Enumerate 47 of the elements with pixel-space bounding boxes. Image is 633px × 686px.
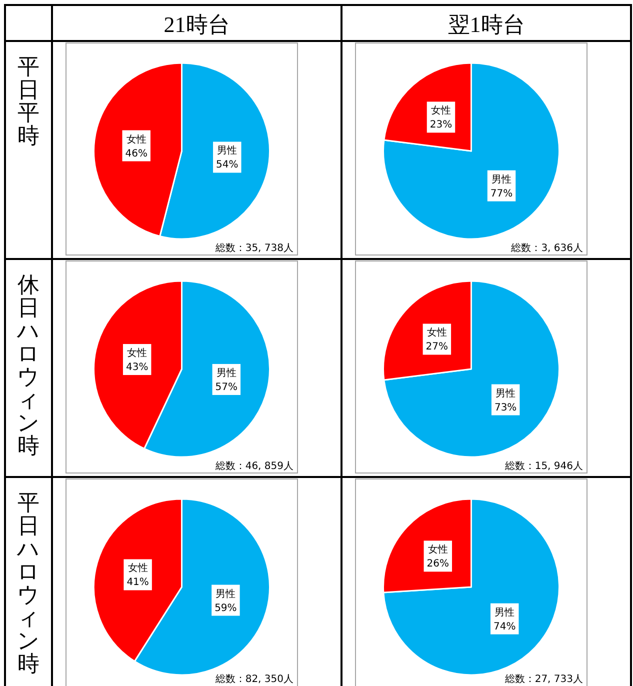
data-label: 男性 54% — [213, 142, 242, 173]
data-label: 男性 77% — [487, 170, 516, 202]
slice-label: 女性 — [428, 544, 448, 556]
data-label: 女性 26% — [424, 540, 452, 572]
slice-label: 男性 — [216, 588, 236, 600]
slice-label: 女性 — [127, 347, 148, 360]
chart-title: 21時台 — [164, 12, 230, 37]
data-label: 73% — [494, 402, 517, 414]
text: 総数：35, 738人 — [214, 242, 294, 254]
data-label: 女性 41% — [124, 559, 152, 590]
data-label: 23% — [430, 120, 452, 131]
data-label: 46% — [125, 148, 148, 160]
data-label: 男性 73% — [491, 384, 520, 416]
data-label: 女性 46% — [122, 130, 150, 162]
text: 総数：27, 733人 — [504, 673, 583, 685]
slice-label: 女性 — [426, 326, 447, 339]
data-label: 女性 23% — [426, 102, 456, 133]
data-label: 男性 74% — [490, 603, 519, 634]
slice-label: 男性 — [494, 606, 515, 618]
text: 総数：82, 350人 — [214, 673, 294, 685]
slice-label: 女性 — [430, 104, 451, 117]
data-label: 59% — [214, 602, 237, 614]
slice-label: 男性 — [492, 173, 512, 186]
data-label: 77% — [490, 188, 513, 200]
slice-label: 男性 — [216, 366, 236, 379]
slice-label: 男性 — [217, 144, 238, 157]
text: 平日ハロウィン時 — [16, 490, 40, 676]
slice-label: 男性 — [496, 387, 516, 400]
text: 平日平時 — [18, 54, 40, 148]
text: 総数：3, 636人 — [510, 242, 583, 254]
data-label: 41% — [126, 577, 149, 588]
slice-label: 女性 — [128, 562, 148, 574]
data-label: 54% — [216, 160, 238, 171]
text: 総数：15, 946人 — [504, 460, 583, 472]
data-label: 26% — [426, 558, 450, 570]
data-label: 男性 59% — [212, 584, 240, 616]
data-label: 74% — [493, 621, 516, 632]
data-label: 43% — [126, 362, 148, 374]
data-label: 27% — [426, 342, 448, 353]
text: 休日ハロウィン時 — [16, 272, 40, 458]
slice-label: 女性 — [126, 133, 146, 146]
data-label: 男性 57% — [212, 364, 241, 395]
data-label: 57% — [215, 382, 238, 393]
data-label: 女性 27% — [422, 324, 452, 355]
text: 総数：46, 859人 — [214, 460, 294, 472]
chart-title: 翌1時台 — [448, 12, 525, 37]
data-label: 女性 43% — [122, 344, 152, 376]
